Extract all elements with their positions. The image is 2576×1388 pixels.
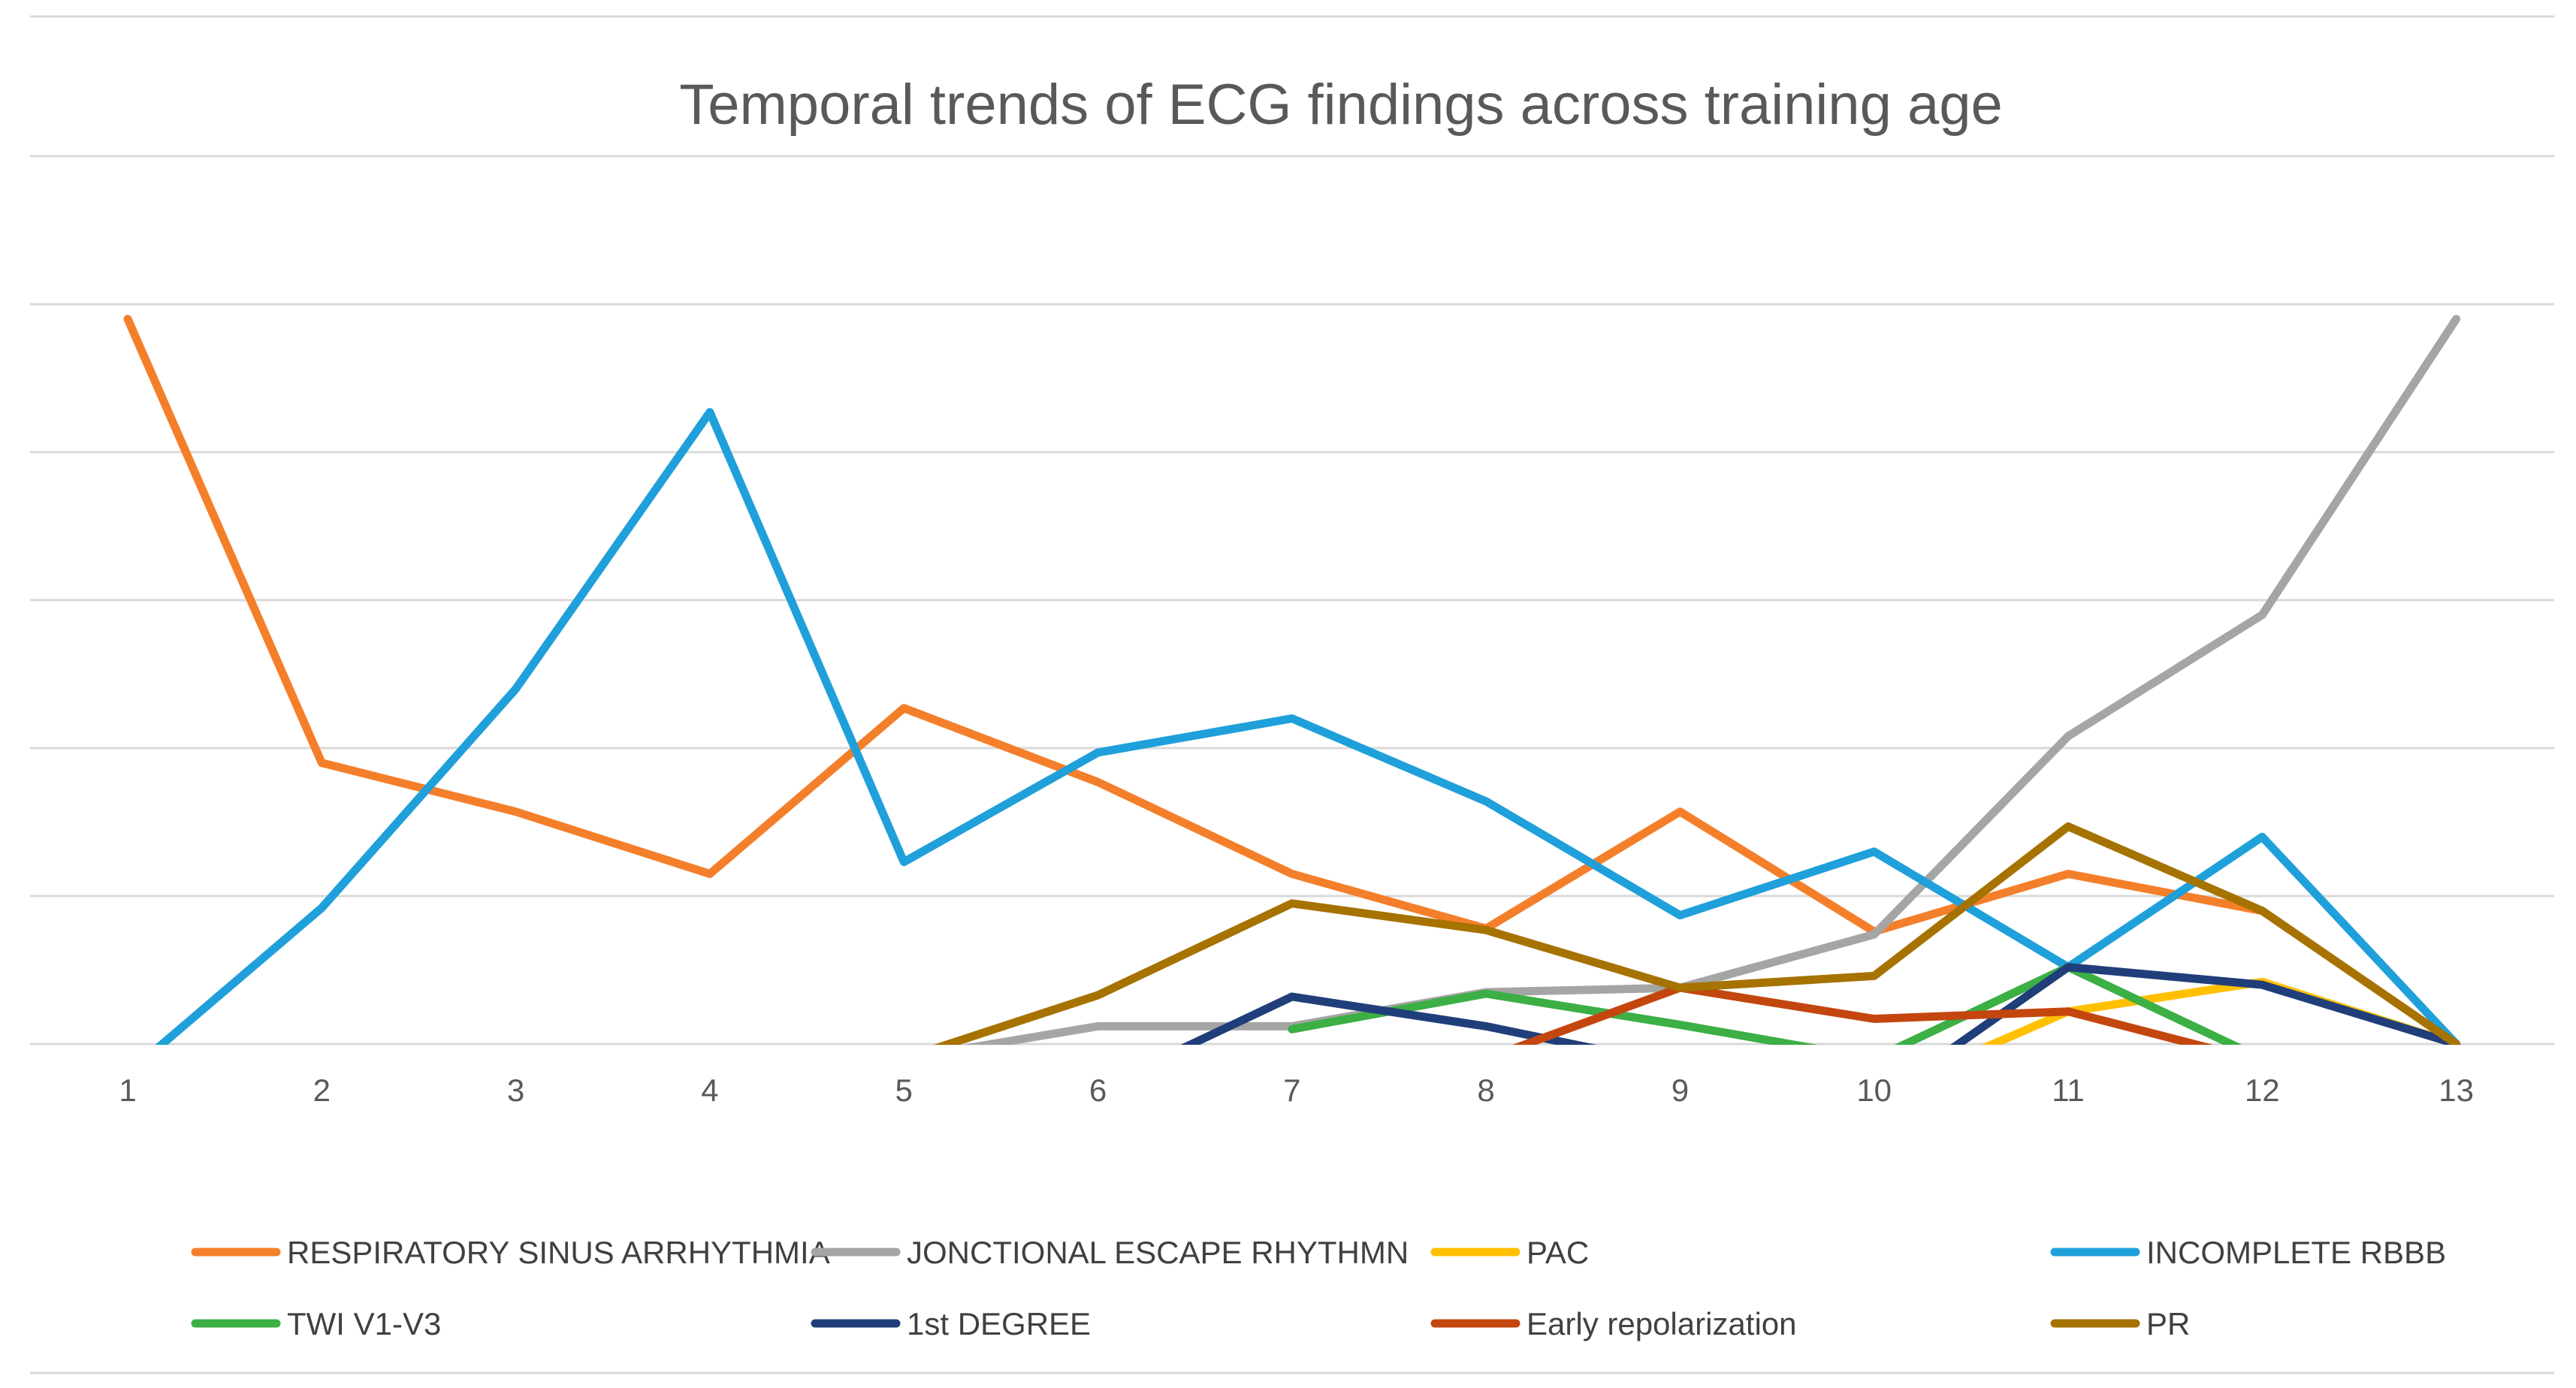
legend-item: 1st DEGREE bbox=[811, 1306, 1091, 1341]
series-line-twi-v1-v3 bbox=[1288, 963, 2242, 1045]
x-tick-label: 11 bbox=[2052, 1073, 2085, 1108]
legend-label: TWI V1-V3 bbox=[287, 1306, 441, 1341]
legend-item: PR bbox=[2050, 1306, 2190, 1341]
x-tick-label: 8 bbox=[1477, 1073, 1494, 1108]
legend-label: RESPIRATORY SINUS ARRHYTHMIA bbox=[287, 1235, 830, 1270]
x-tick-label: 10 bbox=[1856, 1073, 1892, 1108]
x-tick-label: 5 bbox=[895, 1073, 913, 1108]
legend-item: TWI V1-V3 bbox=[191, 1306, 441, 1341]
gridlines bbox=[30, 15, 2554, 1374]
legend-item: JONCTIONAL ESCAPE RHYTHMN bbox=[811, 1235, 1409, 1270]
legend-label: PR bbox=[2146, 1306, 2190, 1341]
legend-item: INCOMPLETE RBBB bbox=[2050, 1235, 2446, 1270]
legend-label: Early repolarization bbox=[1527, 1306, 1797, 1341]
legend-item: RESPIRATORY SINUS ARRHYTHMIA bbox=[191, 1235, 830, 1270]
x-tick-label: 6 bbox=[1089, 1073, 1107, 1108]
series-line-pr bbox=[933, 822, 2461, 1045]
chart-title: Temporal trends of ECG findings across t… bbox=[679, 73, 2003, 137]
legend-label: JONCTIONAL ESCAPE RHYTHMN bbox=[907, 1235, 1409, 1270]
series-line-respiratory-sinus-arrhythmia bbox=[123, 315, 2461, 1045]
series-line-1st-degree bbox=[1180, 963, 2461, 1045]
x-tick-label: 2 bbox=[313, 1073, 331, 1108]
x-axis-tick-labels: 1 2 3 4 5 6 7 8 9 10 11 12 13 bbox=[119, 1073, 2474, 1108]
x-tick-label: 3 bbox=[507, 1073, 524, 1108]
series-lines bbox=[123, 315, 2461, 1045]
x-tick-label: 4 bbox=[701, 1073, 718, 1108]
x-tick-label: 13 bbox=[2439, 1073, 2474, 1108]
x-tick-label: 1 bbox=[119, 1073, 136, 1108]
x-tick-label: 9 bbox=[1672, 1073, 1689, 1108]
legend-label: PAC bbox=[1527, 1235, 1589, 1270]
legend: RESPIRATORY SINUS ARRHYTHMIA JONCTIONAL E… bbox=[191, 1235, 2446, 1341]
x-tick-label: 12 bbox=[2245, 1073, 2280, 1108]
series-line-early-repolarization bbox=[1512, 983, 2213, 1045]
x-tick-label: 7 bbox=[1283, 1073, 1300, 1108]
legend-item: Early repolarization bbox=[1430, 1306, 1797, 1341]
legend-label: INCOMPLETE RBBB bbox=[2146, 1235, 2446, 1270]
series-line-jonctional-escape-rhythmn bbox=[962, 315, 2461, 1045]
legend-label: 1st DEGREE bbox=[907, 1306, 1091, 1341]
legend-item: PAC bbox=[1430, 1235, 1589, 1270]
